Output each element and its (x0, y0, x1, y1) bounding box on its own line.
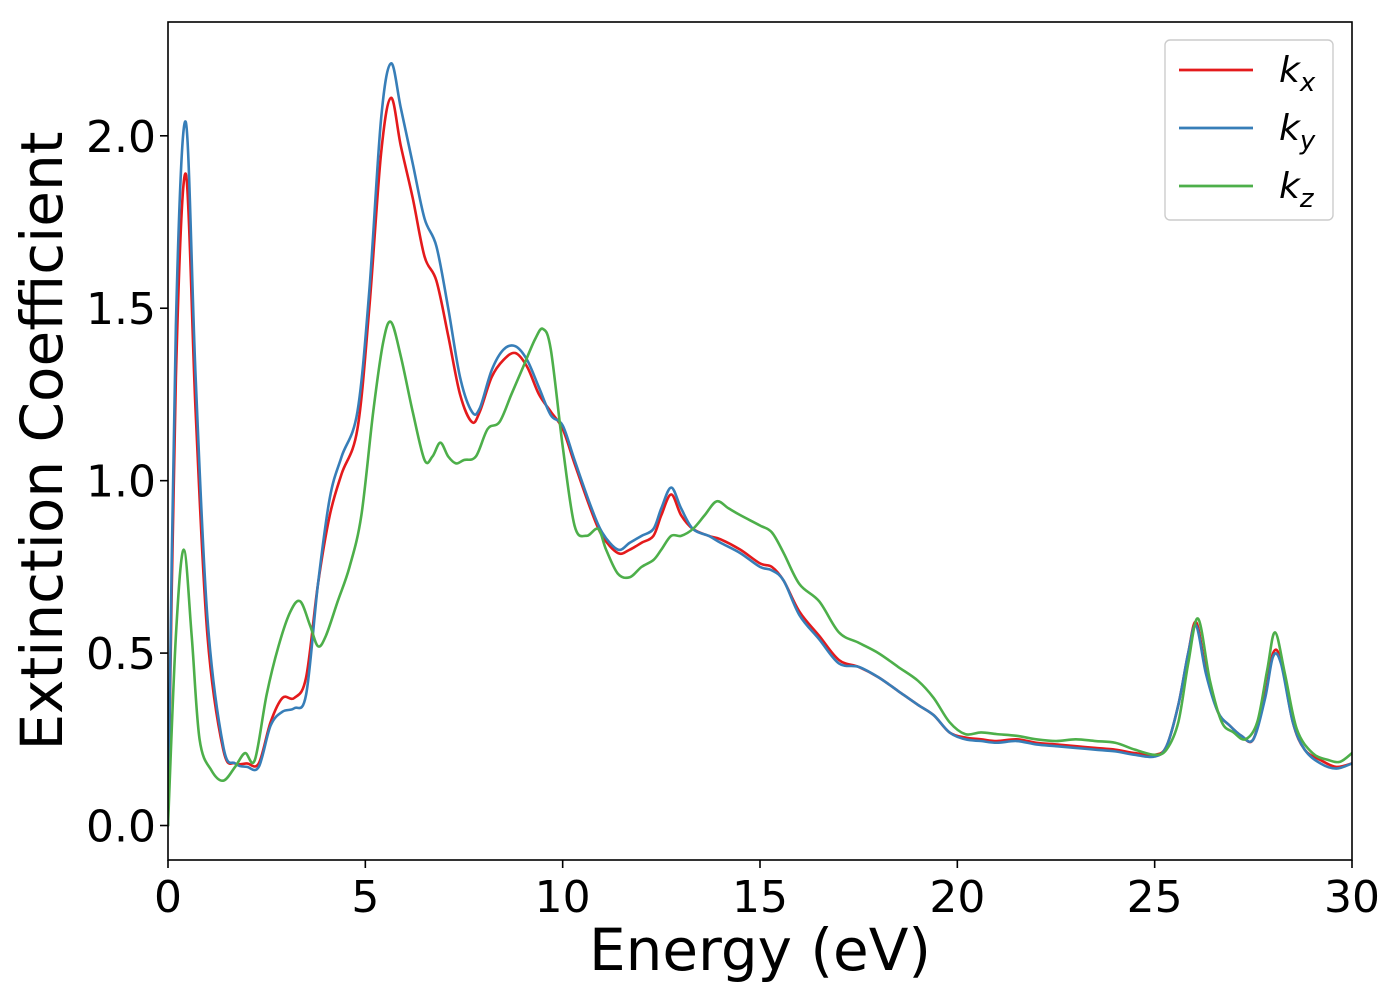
legend-box (1164, 39, 1334, 221)
y-tick-label: 0.5 (86, 629, 156, 680)
x-tick-label: 5 (351, 872, 379, 923)
y-tick-label: 1.5 (86, 284, 156, 335)
series-layer (168, 62, 1352, 827)
legend-label-kz: kz (1279, 166, 1315, 214)
legend: kx ky kz (1164, 39, 1334, 221)
series-line-ky (168, 62, 1352, 827)
y-tick-label: 1.0 (86, 457, 156, 508)
y-tick-label: 2.0 (86, 112, 156, 163)
x-tick-label: 0 (154, 872, 182, 923)
y-tick-label: 0.0 (86, 802, 156, 853)
series-line-kz (168, 320, 1352, 827)
x-axis: 0 5 10 15 20 25 30 (154, 860, 1380, 923)
x-tick-label: 20 (929, 872, 985, 923)
y-axis: 0.0 0.5 1.0 1.5 2.0 (86, 112, 168, 853)
y-axis-label: Extinction Coefficient (8, 132, 76, 751)
legend-label-kx: kx (1279, 50, 1316, 98)
x-tick-label: 15 (732, 872, 788, 923)
x-axis-label: Energy (eV) (589, 916, 931, 984)
legend-label-ky: ky (1279, 108, 1316, 156)
x-tick-label: 30 (1324, 872, 1380, 923)
x-tick-label: 25 (1127, 872, 1183, 923)
x-tick-label: 10 (535, 872, 591, 923)
